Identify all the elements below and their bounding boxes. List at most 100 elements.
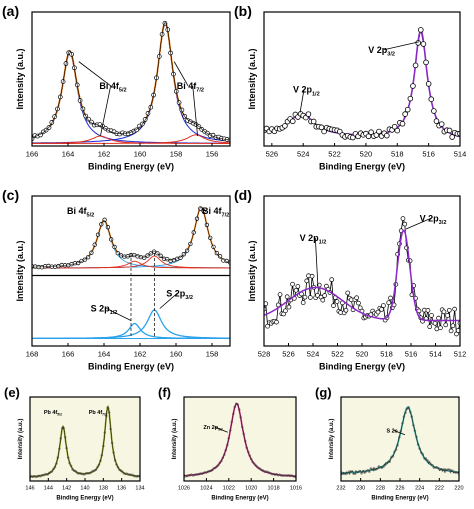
data-point bbox=[434, 466, 437, 469]
data-point bbox=[241, 425, 244, 429]
data-point bbox=[400, 216, 406, 221]
data-point bbox=[128, 473, 131, 476]
data-point bbox=[105, 414, 108, 418]
data-point bbox=[84, 472, 87, 475]
data-point bbox=[290, 281, 295, 287]
data-point bbox=[252, 462, 256, 465]
annotation-arrow bbox=[393, 429, 406, 436]
data-point bbox=[78, 472, 82, 475]
data-point bbox=[347, 470, 351, 473]
data-point bbox=[428, 96, 435, 103]
data-point bbox=[224, 448, 228, 452]
data-point bbox=[413, 429, 417, 432]
data-point bbox=[124, 472, 127, 476]
data-point bbox=[94, 468, 98, 471]
data-point bbox=[420, 451, 423, 454]
data-point bbox=[188, 473, 192, 477]
x-tick-label: 524 bbox=[307, 350, 320, 359]
data-point bbox=[415, 435, 418, 439]
panel-label: (g) bbox=[315, 385, 332, 400]
data-point bbox=[423, 457, 426, 460]
data-point bbox=[424, 457, 428, 460]
peak-annotation: S 2s bbox=[386, 428, 397, 434]
data-point bbox=[74, 469, 77, 473]
data-point bbox=[349, 470, 352, 473]
component-peak bbox=[32, 135, 230, 144]
x-tick-label: 514 bbox=[429, 350, 442, 359]
plot-area bbox=[264, 27, 460, 141]
data-point bbox=[37, 474, 40, 478]
data-point bbox=[426, 459, 429, 462]
data-point bbox=[361, 469, 365, 473]
data-point bbox=[375, 467, 379, 471]
y-axis-label: Intensity (a.u.) bbox=[15, 48, 25, 109]
peak-annotation: V 2p1/2 bbox=[300, 233, 327, 246]
x-tick-label: 1022 bbox=[223, 486, 235, 492]
data-point bbox=[203, 471, 207, 474]
data-point bbox=[300, 300, 306, 305]
x-tick-label: 232 bbox=[336, 486, 345, 492]
data-point bbox=[443, 470, 447, 474]
y-axis-label: Intensity (a.u.) bbox=[172, 419, 178, 460]
data-point bbox=[263, 470, 266, 473]
data-point bbox=[343, 307, 349, 313]
data-point bbox=[129, 473, 133, 477]
x-tick-label: 140 bbox=[80, 486, 89, 492]
data-point bbox=[214, 466, 217, 470]
data-point bbox=[405, 407, 409, 411]
data-point bbox=[415, 40, 421, 46]
x-tick-label: 516 bbox=[405, 350, 418, 359]
data-point bbox=[402, 111, 408, 117]
data-point bbox=[59, 437, 62, 440]
data-point bbox=[278, 473, 281, 476]
annotation-arrow bbox=[383, 41, 420, 51]
annotation-arrow bbox=[106, 307, 132, 321]
x-tick-label: 160 bbox=[134, 150, 147, 159]
data-point bbox=[264, 470, 268, 473]
data-point bbox=[44, 472, 48, 476]
data-point bbox=[433, 118, 440, 124]
data-point bbox=[391, 123, 398, 130]
data-point bbox=[416, 443, 420, 446]
data-point bbox=[442, 468, 445, 471]
data-point bbox=[450, 323, 456, 329]
data-point bbox=[345, 290, 351, 296]
peak-annotation: V 2p3/2 bbox=[420, 214, 447, 227]
data-point bbox=[284, 294, 290, 300]
data-point bbox=[304, 278, 310, 284]
data-point bbox=[438, 325, 443, 331]
x-tick-label: 134 bbox=[135, 486, 144, 492]
x-tick-label: 512 bbox=[454, 350, 467, 359]
data-point bbox=[436, 315, 441, 321]
plot-area bbox=[30, 397, 140, 481]
peak-annotation: Bi 4f7/2 bbox=[202, 206, 229, 219]
data-point bbox=[103, 431, 107, 434]
x-tick-label: 166 bbox=[62, 350, 75, 359]
data-point bbox=[254, 464, 257, 467]
data-point bbox=[432, 466, 436, 469]
y-axis-label: Intensity (a.u.) bbox=[18, 419, 24, 460]
data-point bbox=[364, 470, 368, 473]
data-point bbox=[229, 429, 232, 432]
annotation-arrow bbox=[405, 217, 431, 230]
panel-b: 526 524 522 520 518 516 514 Binding Energy (eV)… bbox=[234, 3, 466, 172]
annotation-arrow bbox=[100, 85, 112, 137]
data-point bbox=[244, 439, 247, 443]
data-point bbox=[420, 41, 427, 47]
plot-background bbox=[341, 397, 459, 481]
data-point bbox=[286, 304, 292, 310]
data-point bbox=[386, 300, 392, 306]
x-tick-label: 164 bbox=[98, 350, 111, 359]
data-point bbox=[53, 465, 57, 469]
data-point bbox=[445, 468, 448, 472]
data-point bbox=[227, 437, 231, 440]
data-point bbox=[331, 303, 336, 308]
x-tick-label: 220 bbox=[454, 486, 463, 492]
data-point bbox=[138, 475, 140, 478]
data-point bbox=[366, 469, 369, 472]
data-point bbox=[61, 427, 64, 430]
data-point bbox=[402, 415, 406, 418]
data-point bbox=[242, 432, 245, 436]
data-point bbox=[281, 474, 284, 478]
data-point bbox=[291, 474, 295, 478]
